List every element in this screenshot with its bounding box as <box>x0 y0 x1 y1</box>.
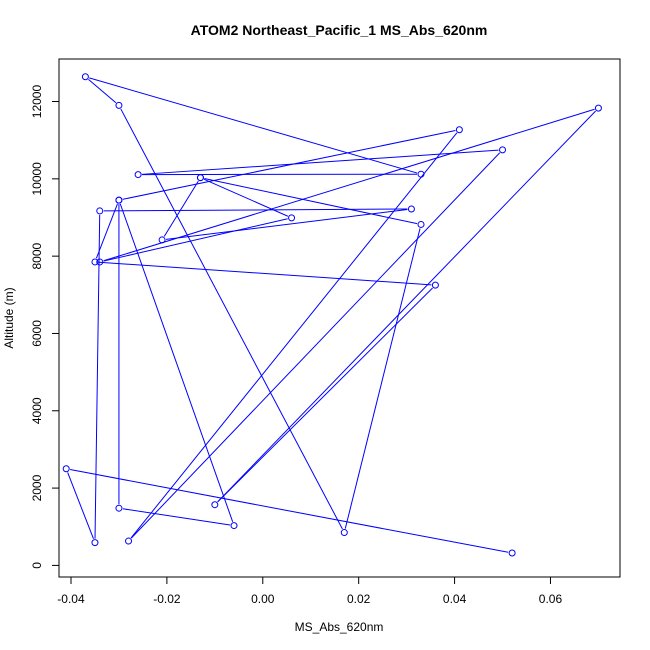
series-line-segment <box>103 218 288 262</box>
y-tick-label: 12000 <box>30 85 44 119</box>
data-point <box>115 504 123 512</box>
data-point <box>455 126 463 134</box>
series-line-segment <box>204 178 418 225</box>
series-line-segment <box>119 203 234 522</box>
data-point <box>96 207 104 215</box>
data-point <box>431 281 439 289</box>
series-line-segment <box>98 261 432 286</box>
y-axis: 0 2000 4000 6000 8000 10000 12000 <box>30 85 60 569</box>
series-line-segment <box>163 180 199 237</box>
y-axis-label: Altitude (m) <box>2 287 16 348</box>
series-line-segment <box>103 108 595 262</box>
data-point <box>594 104 602 112</box>
series-line-segment <box>103 208 408 212</box>
data-point <box>288 214 296 222</box>
data-point <box>158 236 166 244</box>
data-series <box>62 73 602 557</box>
data-point <box>115 101 123 109</box>
data-point <box>340 529 348 537</box>
x-axis-label: MS_Abs_620nm <box>295 620 384 634</box>
series-line-segment <box>122 130 456 200</box>
data-point <box>134 171 142 179</box>
data-point <box>407 205 415 213</box>
data-point <box>115 196 123 204</box>
series-line-segment <box>88 78 117 104</box>
series-line-segment <box>70 469 509 553</box>
data-point <box>91 258 99 266</box>
x-tick-label: -0.04 <box>57 592 85 606</box>
series-line-segment <box>203 178 289 217</box>
x-tick-label: 0.04 <box>443 592 467 606</box>
series-line-segment <box>122 508 231 526</box>
plot-frame <box>58 58 621 578</box>
data-point <box>96 258 104 266</box>
data-point <box>62 465 70 473</box>
y-tick-label: 8000 <box>30 242 44 269</box>
x-tick-label: 0.06 <box>539 592 563 606</box>
series-line-segment <box>120 108 343 530</box>
x-axis: -0.04 -0.02 0.00 0.02 0.04 0.06 <box>57 576 563 606</box>
series-line-segment <box>217 287 433 503</box>
series-line-segment <box>344 228 421 529</box>
series-line-segment <box>142 149 499 175</box>
y-tick-label: 4000 <box>30 397 44 424</box>
x-tick-label: 0.02 <box>347 592 371 606</box>
data-point <box>417 170 425 178</box>
series-line-segment <box>130 132 458 539</box>
chart-title: ATOM2 Northeast_Pacific_1 MS_Abs_620nm <box>191 22 488 38</box>
series-line-segment <box>217 110 597 503</box>
data-point <box>230 522 238 530</box>
series-line-segment <box>67 472 94 540</box>
data-point <box>499 146 507 154</box>
series-line-segment <box>130 152 501 539</box>
data-point <box>91 539 99 547</box>
data-point <box>211 501 219 509</box>
y-tick-label: 6000 <box>30 320 44 347</box>
data-point <box>196 174 204 182</box>
data-point <box>508 549 516 557</box>
data-point <box>417 220 425 228</box>
series-line-segment <box>89 77 418 174</box>
y-tick-label: 0 <box>30 562 44 569</box>
series-line-segment <box>95 203 118 259</box>
series-line-segment <box>94 214 101 539</box>
data-point <box>81 73 89 81</box>
data-point <box>125 537 133 545</box>
y-tick-label: 10000 <box>30 162 44 196</box>
x-tick-label: -0.02 <box>153 592 181 606</box>
x-tick-label: 0.00 <box>251 592 275 606</box>
series-line-segment <box>165 208 408 240</box>
y-tick-label: 2000 <box>30 474 44 501</box>
